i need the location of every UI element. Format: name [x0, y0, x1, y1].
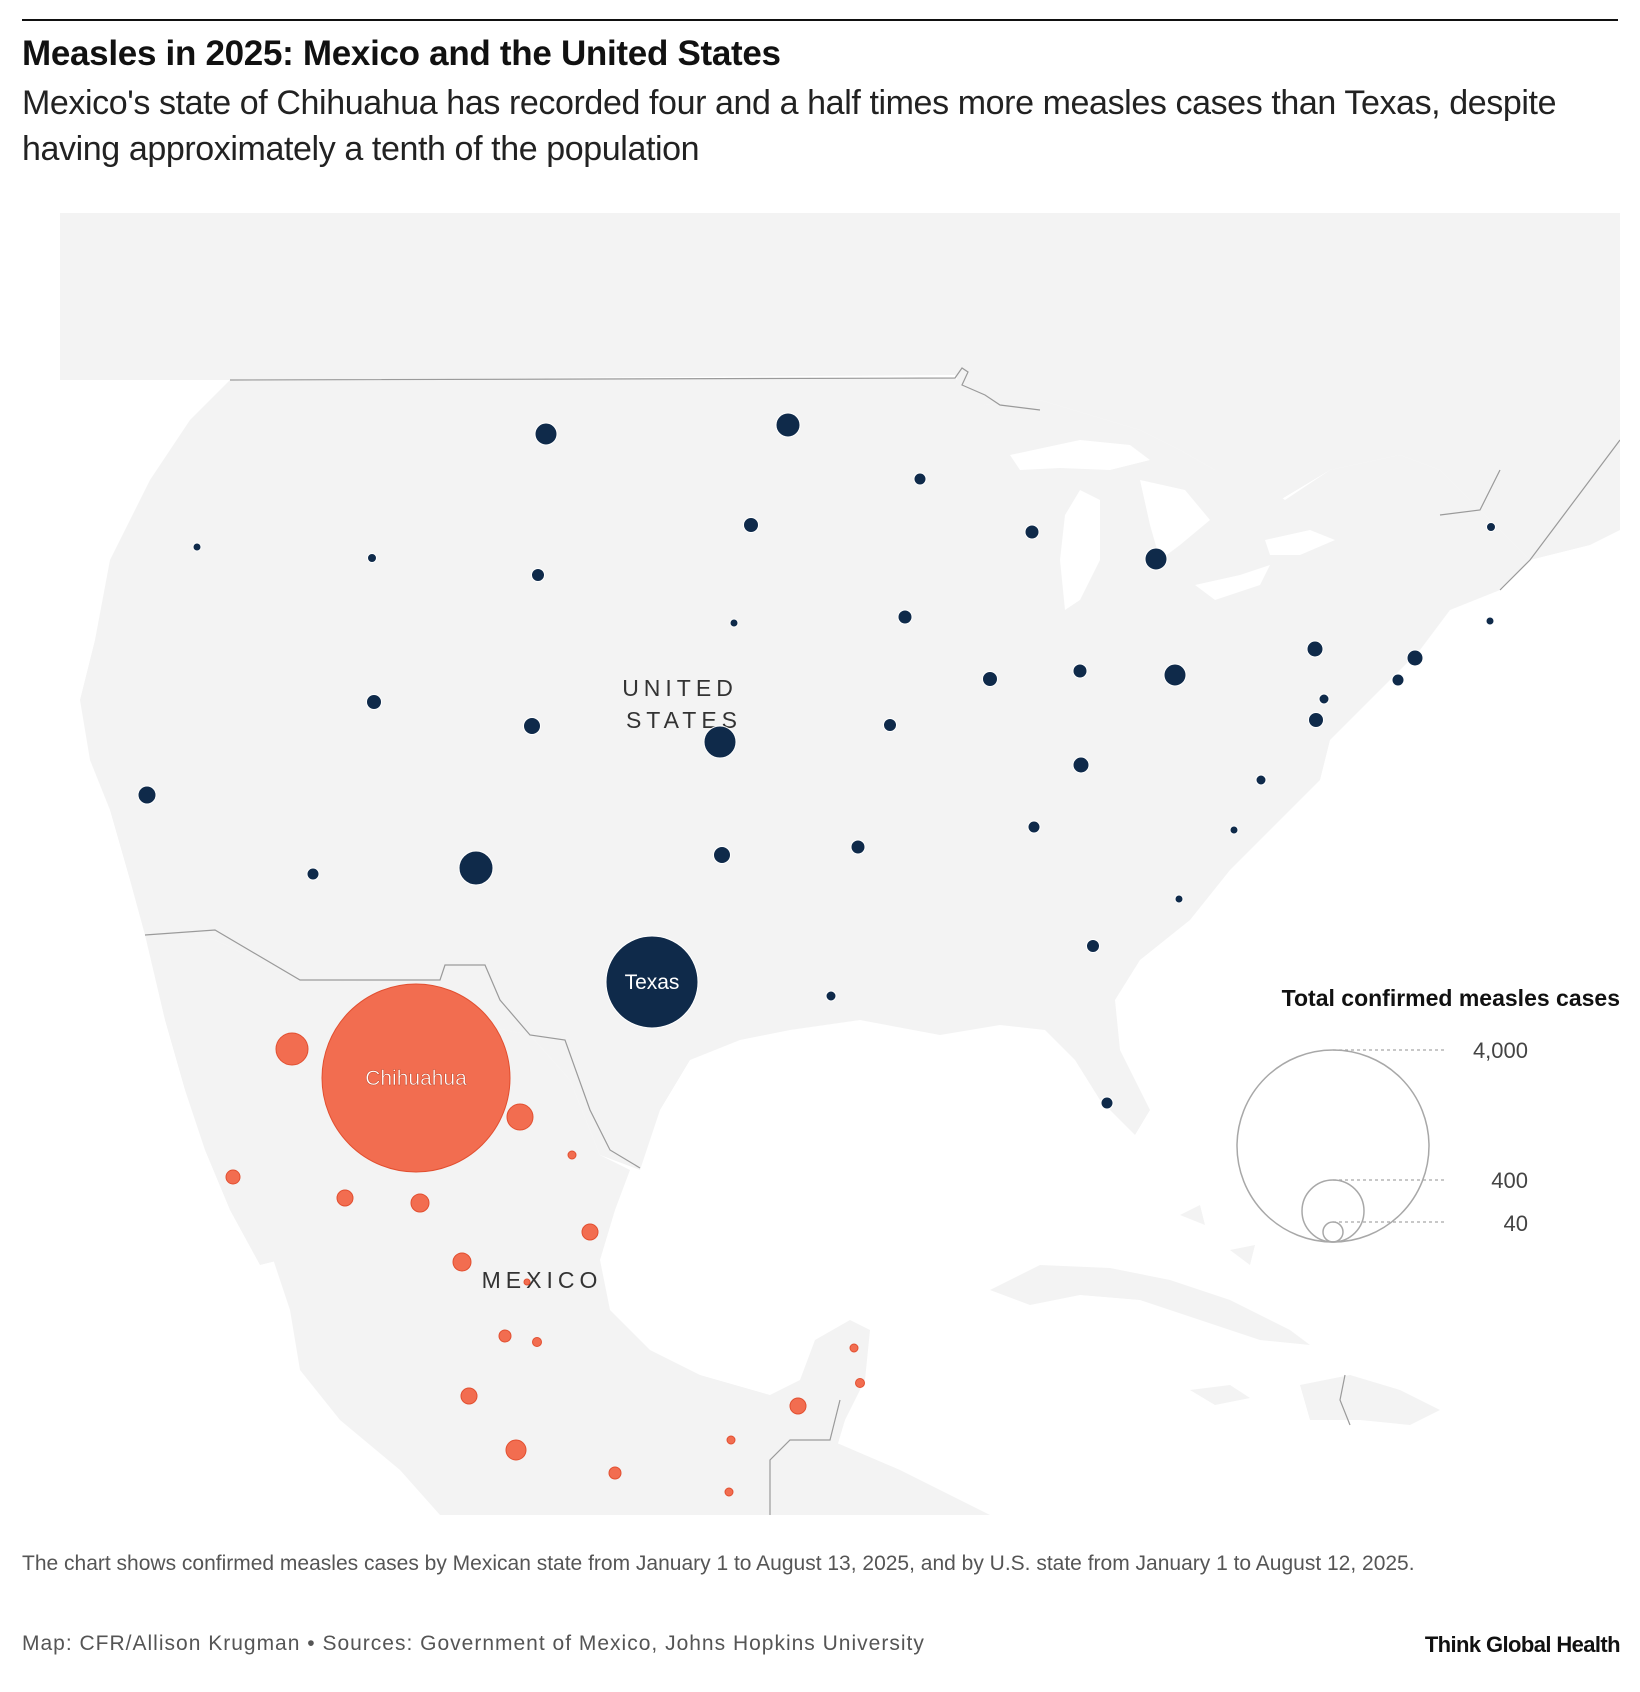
us-state-bubble	[458, 850, 494, 886]
mexico-state-bubble	[726, 1435, 736, 1445]
us-state-bubble	[703, 725, 737, 759]
chihuahua-label: Chihuahua	[365, 1067, 467, 1090]
baja-land	[145, 935, 280, 1265]
us-state-bubble	[743, 517, 759, 533]
us-label-line1: UNITED	[622, 675, 738, 701]
us-state-bubble	[913, 472, 927, 486]
mexico-state-bubble	[460, 1387, 478, 1405]
us-state-bubble	[883, 718, 897, 732]
us-state-bubble	[1086, 939, 1100, 953]
us-state-bubble	[1485, 616, 1495, 626]
publisher-logo: Think Global Health	[1424, 1632, 1621, 1657]
us-state-bubble	[192, 542, 202, 552]
us-state-bubble	[531, 568, 545, 582]
mexico-state-bubble	[608, 1466, 622, 1480]
chihuahua-bubble	[321, 983, 511, 1173]
texas-bubble	[605, 935, 699, 1029]
mexico-state-bubble	[336, 1189, 354, 1207]
us-state-bubble	[1024, 524, 1040, 540]
mexico-label: MEXICO	[482, 1267, 603, 1293]
us-state-bubble	[1308, 712, 1324, 728]
us-state-bubble	[1144, 547, 1168, 571]
us-state-bubble	[897, 609, 913, 625]
us-state-bubble	[1406, 649, 1424, 667]
us-state-bubble	[850, 839, 866, 855]
us-state-bubble	[729, 618, 739, 628]
legend-circle-40	[1322, 1221, 1344, 1243]
land-layer	[60, 213, 1620, 1515]
texas-label: Texas	[625, 971, 680, 994]
mexico-state-bubble	[849, 1343, 859, 1353]
central-america-land	[830, 1440, 990, 1515]
mexico-state-bubble	[505, 1439, 527, 1461]
us-state-bubble	[523, 717, 541, 735]
mexico-state-bubble	[275, 1032, 309, 1066]
legend-circle-4000	[1236, 1049, 1430, 1243]
legend-circle-400	[1301, 1179, 1365, 1243]
us-state-bubble	[1391, 673, 1405, 687]
us-state-bubble	[982, 671, 998, 687]
us-state-bubble	[713, 846, 731, 864]
us-state-bubble	[1174, 894, 1184, 904]
us-state-bubble	[534, 422, 558, 446]
borders	[144, 367, 1620, 1515]
chart-subtitle: Mexico's state of Chihuahua has recorded…	[22, 84, 1557, 168]
mexico-state-bubble	[532, 1337, 542, 1347]
us-state-bubble	[137, 785, 157, 805]
mexico-state-bubble	[523, 1278, 531, 1286]
jamaica-land	[1190, 1385, 1250, 1405]
legend-value-4000: 4,000	[1473, 1038, 1528, 1063]
size-legend	[1236, 1049, 1430, 1243]
mexico-state-bubble	[567, 1150, 577, 1160]
mexico-bubbles	[225, 983, 865, 1497]
mexico-state-bubble	[410, 1193, 430, 1213]
us-state-bubble	[1255, 774, 1267, 786]
mexico-state-bubble	[498, 1329, 512, 1343]
us-bubbles	[137, 412, 1496, 1110]
cuba-land	[990, 1265, 1310, 1345]
mexico-state-bubble	[225, 1169, 241, 1185]
us-state-bubble	[1027, 820, 1041, 834]
legend-title: Total confirmed measles cases	[1281, 985, 1620, 1011]
us-state-bubble	[367, 553, 377, 563]
source-line: Map: CFR/Allison Krugman • Sources: Gove…	[22, 1632, 925, 1655]
footnote: The chart shows confirmed measles cases …	[22, 1552, 1415, 1575]
us-state-bubble	[1229, 825, 1239, 835]
us-state-bubble	[1100, 1096, 1114, 1110]
great-lakes	[1010, 440, 1335, 610]
bahamas-land	[1180, 1205, 1255, 1265]
mexico-state-bubble	[724, 1487, 734, 1497]
us-state-bubble	[1306, 640, 1324, 658]
legend-value-40: 40	[1504, 1211, 1528, 1236]
us-state-bubble	[306, 867, 320, 881]
us-state-bubble	[1072, 663, 1088, 679]
us-state-bubble	[1486, 522, 1496, 532]
legend-leaders	[1333, 1049, 1445, 1223]
us-state-bubble	[775, 412, 801, 438]
chart-title: Measles in 2025: Mexico and the United S…	[22, 34, 781, 73]
top-rule	[22, 19, 1618, 21]
us-state-bubble	[825, 990, 837, 1002]
mexico-state-bubble	[789, 1397, 807, 1415]
mexico-state-bubble	[506, 1103, 534, 1131]
hispaniola-land	[1300, 1375, 1440, 1425]
mexico-state-bubble	[855, 1378, 865, 1388]
mexico-state-bubble	[452, 1252, 472, 1272]
us-state-bubble	[366, 694, 382, 710]
us-state-bubble	[1072, 756, 1090, 774]
us-state-bubble	[1318, 693, 1330, 705]
us-state-bubble	[1163, 663, 1187, 687]
mexico-state-bubble	[581, 1223, 599, 1241]
legend-value-400: 400	[1491, 1168, 1528, 1193]
